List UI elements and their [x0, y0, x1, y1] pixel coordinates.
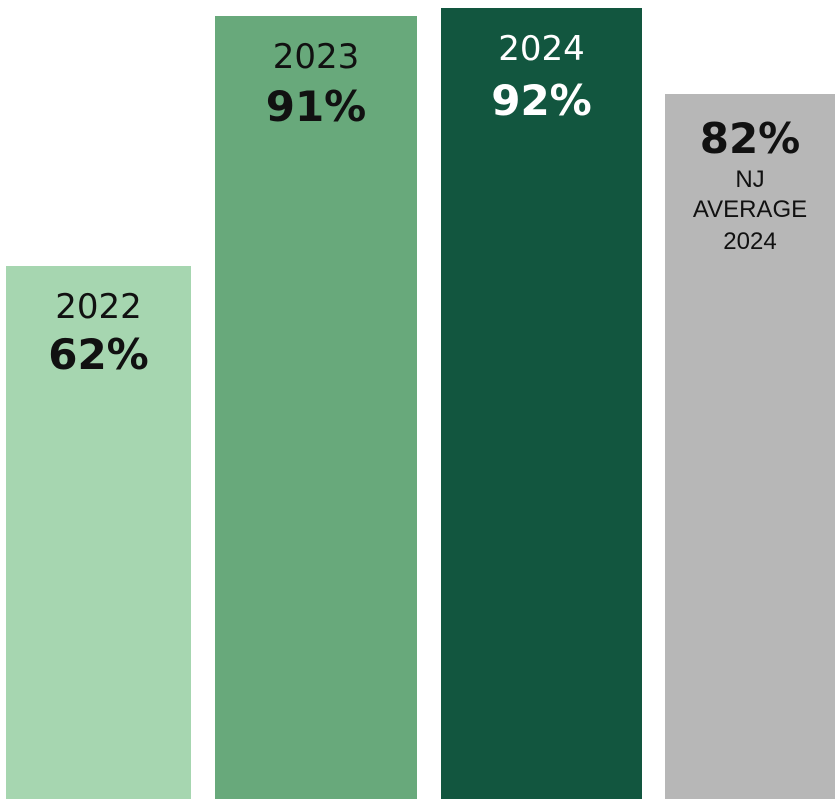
nj-label-line3: 2024	[723, 228, 777, 255]
nj-label-line1: NJ	[735, 166, 765, 193]
year-label-2022: 2022	[55, 287, 142, 327]
year-label-2024: 2024	[498, 29, 585, 69]
nj-label-line2: AVERAGE	[692, 196, 808, 223]
year-label-2023: 2023	[272, 37, 360, 77]
value-label-2023: 91%	[265, 82, 367, 131]
bar-2024: 2024 92%	[441, 8, 642, 799]
bar-2023: 2023 91%	[215, 16, 417, 799]
value-label-2022: 62%	[48, 330, 149, 379]
bar-2022: 2022 62%	[6, 266, 191, 799]
value-label-2024: 92%	[491, 76, 592, 125]
value-label-nj-average: 82%	[699, 114, 801, 163]
bar-nj-average-2024: 82% NJ AVERAGE 2024	[665, 94, 835, 799]
